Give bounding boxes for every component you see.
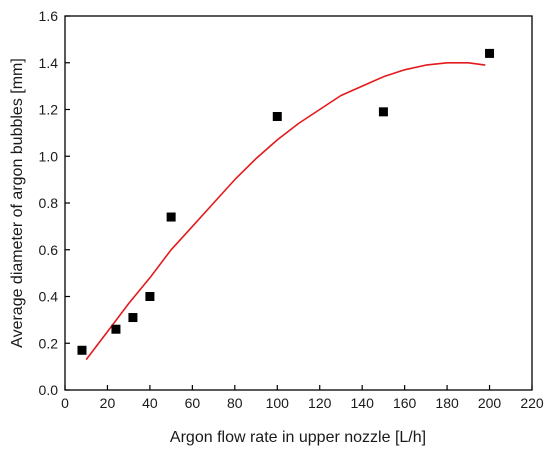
y-tick-label: 0.4 [39, 289, 59, 305]
x-tick-label: 120 [308, 395, 332, 411]
plot-frame [64, 15, 533, 391]
y-tick-label: 0.2 [39, 335, 59, 351]
y-tick-label: 0.0 [39, 382, 59, 398]
data-point [485, 48, 495, 58]
x-tick-label: 160 [393, 395, 417, 411]
x-tick-label: 80 [227, 395, 243, 411]
y-tick-label: 1.0 [39, 148, 59, 164]
data-point [145, 292, 155, 301]
y-axis: 0.0 0.2 0.4 0.6 0.8 1.0 1.2 1.4 1.6 [39, 8, 70, 398]
data-point [378, 107, 388, 117]
x-tick-label: 220 [520, 395, 544, 411]
x-tick-label: 100 [266, 395, 290, 411]
data-point [166, 212, 176, 222]
x-tick-label: 20 [100, 395, 116, 411]
x-axis-title: Argon flow rate in upper nozzle [L/h] [170, 429, 426, 446]
y-tick-label: 0.6 [39, 242, 59, 258]
y-tick-label: 0.8 [39, 195, 59, 211]
y-tick-label: 1.2 [39, 102, 59, 118]
data-point [111, 324, 121, 334]
data-point [77, 345, 87, 355]
data-point [128, 313, 138, 323]
fit-curve [85, 62, 486, 361]
x-tick-label: 0 [61, 395, 69, 411]
x-axis: 0 20 40 60 80 100 120 140 160 180 200 220 [61, 385, 544, 411]
plot-area: 0 20 40 60 80 100 120 140 160 180 200 220 0.0 0.2 0.4… [39, 8, 544, 411]
x-tick-label: 40 [142, 395, 158, 411]
x-tick-label: 140 [351, 395, 375, 411]
series-layer [77, 48, 495, 361]
x-tick-label: 60 [185, 395, 201, 411]
y-tick-label: 1.4 [39, 55, 59, 71]
y-tick-label: 1.6 [39, 8, 59, 24]
x-tick-label: 180 [435, 395, 459, 411]
y-axis-title: Average diameter of argon bubbles [mm] [9, 58, 26, 348]
x-tick-label: 200 [478, 395, 502, 411]
data-point [272, 112, 282, 122]
